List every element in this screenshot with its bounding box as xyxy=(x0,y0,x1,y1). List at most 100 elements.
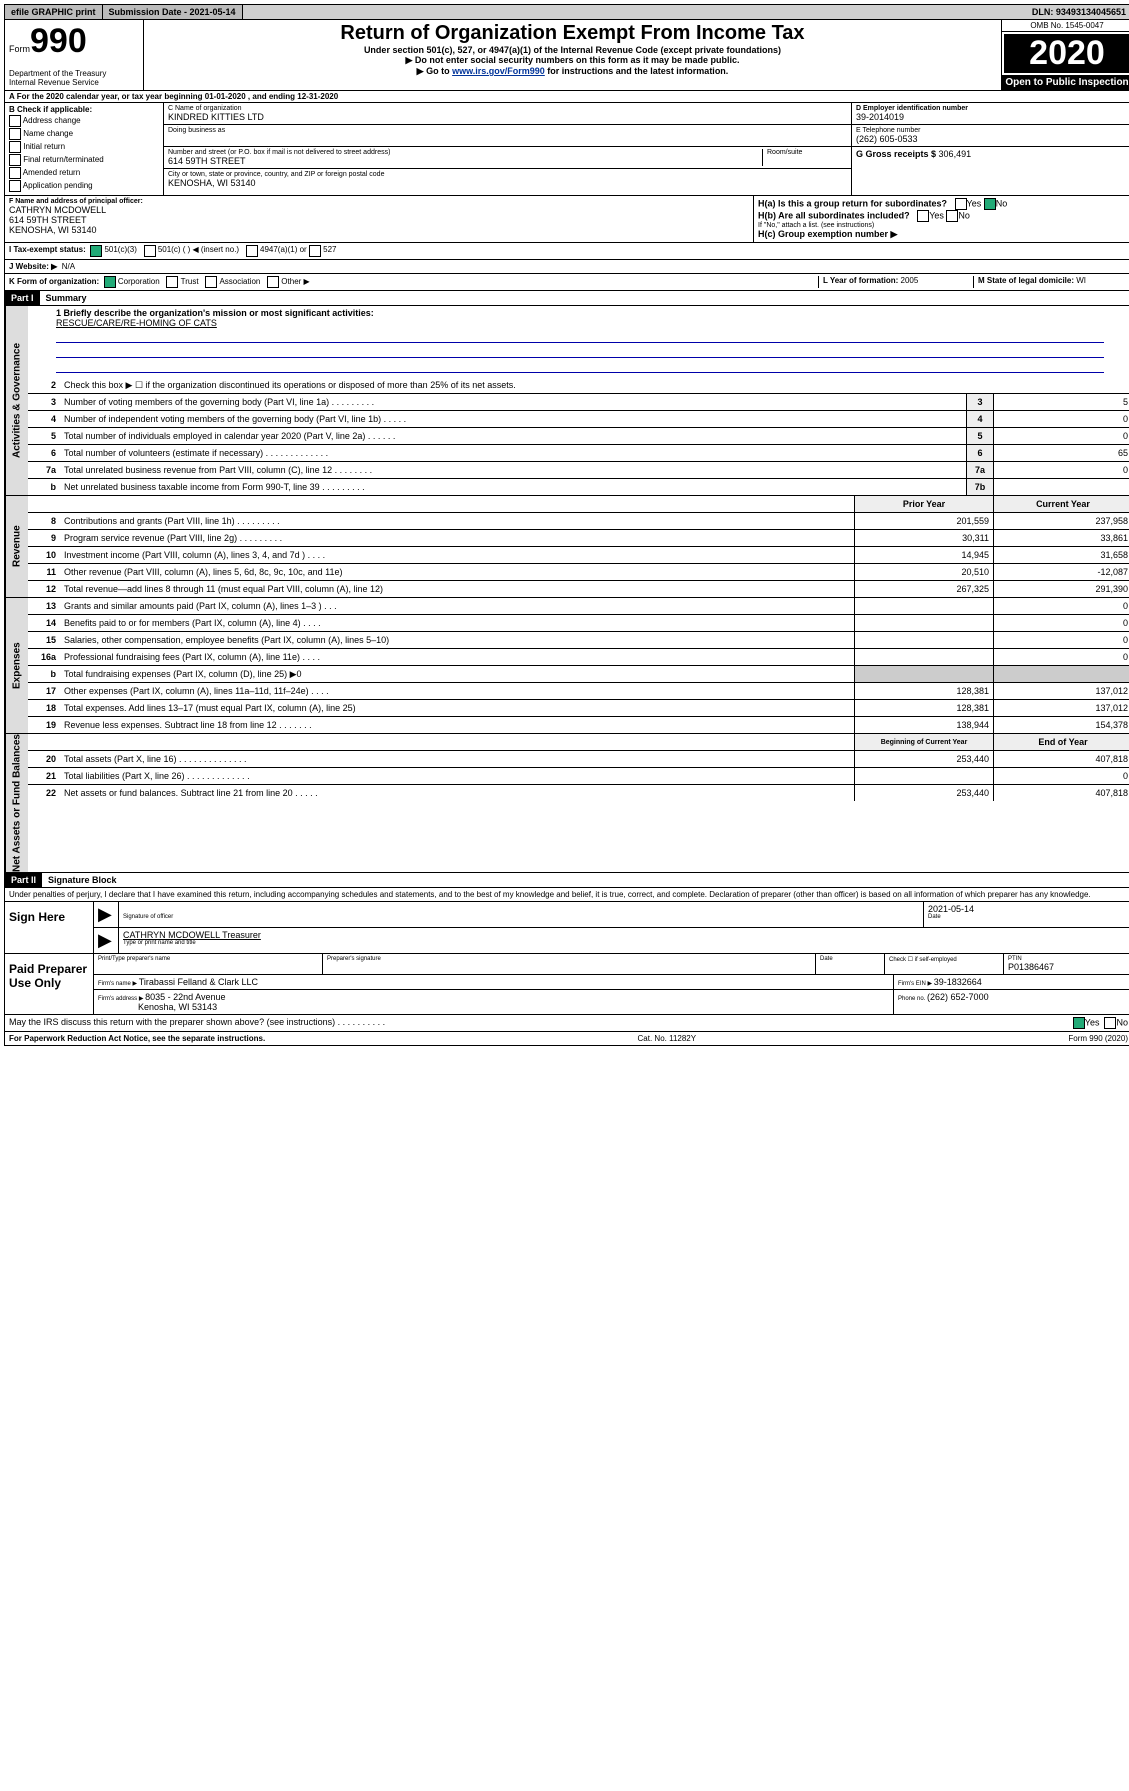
omb-number: OMB No. 1545-0047 xyxy=(1002,20,1129,32)
ein-value: 39-2014019 xyxy=(856,112,1128,122)
block-f-h: F Name and address of principal officer:… xyxy=(4,196,1129,243)
cb-application-pending[interactable]: Application pending xyxy=(9,180,159,192)
subtitle-1: Under section 501(c), 527, or 4947(a)(1)… xyxy=(148,45,997,55)
website-value: N/A xyxy=(62,262,75,271)
row-j-website: J Website: ▶ N/A xyxy=(4,260,1129,274)
part-1-header: Part I Summary xyxy=(4,291,1129,306)
firm-name: Tirabassi Felland & Clark LLC xyxy=(139,977,258,987)
cb-final-return[interactable]: Final return/terminated xyxy=(9,154,159,166)
part-2-header: Part II Signature Block xyxy=(4,873,1129,888)
form-org-label: K Form of organization: xyxy=(9,277,99,286)
col-b-checkboxes: B Check if applicable: Address change Na… xyxy=(5,103,164,195)
year-formation: 2005 xyxy=(901,276,919,285)
firm-addr2: Kenosha, WI 53143 xyxy=(138,1002,217,1012)
cb-corporation xyxy=(104,276,116,288)
line-20: 20Total assets (Part X, line 16) . . . .… xyxy=(28,751,1129,768)
paid-preparer-block: Paid Preparer Use Only Print/Type prepar… xyxy=(4,954,1129,1015)
ein-label: D Employer identification number xyxy=(856,105,1128,112)
open-to-public: Open to Public Inspection xyxy=(1002,75,1129,90)
title-block: Return of Organization Exempt From Incom… xyxy=(144,20,1001,90)
sig-arrow-icon-2: ▶ xyxy=(94,928,119,953)
part-2-title: Signature Block xyxy=(42,873,123,887)
beginning-year-header: Beginning of Current Year xyxy=(854,734,993,750)
prep-sig-label: Preparer's signature xyxy=(323,954,816,974)
line-9: 9Program service revenue (Part VIII, lin… xyxy=(28,530,1129,547)
line-12: 12Total revenue—add lines 8 through 11 (… xyxy=(28,581,1129,597)
tax-status-label: I Tax-exempt status: xyxy=(9,245,86,257)
self-employed-check[interactable]: Check ☐ if self-employed xyxy=(885,954,1004,974)
line-6: 6Total number of volunteers (estimate if… xyxy=(28,445,1129,462)
tax-year: 2020 xyxy=(1002,32,1129,75)
submission-date: Submission Date - 2021-05-14 xyxy=(103,5,243,19)
line-19: 19Revenue less expenses. Subtract line 1… xyxy=(28,717,1129,733)
hb-attach: If "No," attach a list. (see instruction… xyxy=(758,222,1128,229)
irs-link[interactable]: www.irs.gov/Form990 xyxy=(452,66,545,76)
hb-label: H(b) Are all subordinates included? xyxy=(758,210,910,220)
part-2-badge: Part II xyxy=(5,873,42,887)
line-2: Check this box ▶ ☐ if the organization d… xyxy=(60,380,1129,391)
line-21: 21Total liabilities (Part X, line 26) . … xyxy=(28,768,1129,785)
form-990: 990 xyxy=(30,22,87,60)
line-17: 17Other expenses (Part IX, column (A), l… xyxy=(28,683,1129,700)
dept-treasury: Department of the Treasury xyxy=(9,69,139,78)
org-name-label: C Name of organization xyxy=(168,105,847,112)
line-11: 11Other revenue (Part VIII, column (A), … xyxy=(28,564,1129,581)
cb-initial-return[interactable]: Initial return xyxy=(9,141,159,153)
prep-name-label: Print/Type preparer's name xyxy=(94,954,323,974)
col-c-org-info: C Name of organization KINDRED KITTIES L… xyxy=(164,103,852,195)
line-4: 4Number of independent voting members of… xyxy=(28,411,1129,428)
line-13: 13Grants and similar amounts paid (Part … xyxy=(28,598,1129,615)
line-18: 18Total expenses. Add lines 13–17 (must … xyxy=(28,700,1129,717)
city-label: City or town, state or province, country… xyxy=(168,171,847,178)
line-1-label: 1 Briefly describe the organization's mi… xyxy=(56,308,1104,318)
form-title: Return of Organization Exempt From Incom… xyxy=(148,22,997,45)
line-5: 5Total number of individuals employed in… xyxy=(28,428,1129,445)
line-3: 3Number of voting members of the governi… xyxy=(28,394,1129,411)
section-revenue: Revenue Prior Year Current Year 8Contrib… xyxy=(4,496,1129,598)
cb-501c3 xyxy=(90,245,102,257)
form-ref: Form 990 (2020) xyxy=(1068,1034,1128,1043)
end-year-header: End of Year xyxy=(993,734,1129,750)
sign-here-label: Sign Here xyxy=(5,902,94,953)
tab-revenue: Revenue xyxy=(5,496,28,597)
state-domicile: WI xyxy=(1076,276,1086,285)
line-15: 15Salaries, other compensation, employee… xyxy=(28,632,1129,649)
officer-label: F Name and address of principal officer: xyxy=(9,198,749,205)
row-a-tax-year: A For the 2020 calendar year, or tax yea… xyxy=(4,91,1129,103)
line-10: 10Investment income (Part VIII, column (… xyxy=(28,547,1129,564)
row-i-tax-status: I Tax-exempt status: 501(c)(3) 501(c) ( … xyxy=(4,243,1129,260)
cb-amended-return[interactable]: Amended return xyxy=(9,167,159,179)
form-number-block: Form990 Department of the Treasury Inter… xyxy=(5,20,144,90)
officer-addr2: KENOSHA, WI 53140 xyxy=(9,225,749,235)
principal-officer: F Name and address of principal officer:… xyxy=(5,196,754,242)
sig-date-value: 2021-05-14 xyxy=(928,904,1128,914)
sig-officer-label: Signature of officer xyxy=(123,914,919,920)
subtitle-2: ▶ Do not enter social security numbers o… xyxy=(148,55,997,66)
year-box: OMB No. 1545-0047 2020 Open to Public In… xyxy=(1001,20,1129,90)
dln: DLN: 93493134045651 xyxy=(1026,5,1129,19)
phone-value: (262) 605-0533 xyxy=(856,134,1128,144)
cb-address-change[interactable]: Address change xyxy=(9,115,159,127)
gross-receipts-label: G Gross receipts $ xyxy=(856,149,939,159)
room-label: Room/suite xyxy=(767,149,847,156)
firm-phone: (262) 652-7000 xyxy=(927,992,989,1002)
type-name-label: Type or print name and title xyxy=(123,940,1128,946)
current-year-header: Current Year xyxy=(993,496,1129,512)
form-word: Form xyxy=(9,44,30,54)
city-state-zip: KENOSHA, WI 53140 xyxy=(168,178,847,188)
ha-label: H(a) Is this a group return for subordin… xyxy=(758,198,947,208)
line-14: 14Benefits paid to or for members (Part … xyxy=(28,615,1129,632)
line-7a: 7aTotal unrelated business revenue from … xyxy=(28,462,1129,479)
firm-ein: 39-1832664 xyxy=(934,977,982,987)
discuss-row: May the IRS discuss this return with the… xyxy=(4,1015,1129,1032)
section-governance: Activities & Governance 1 Briefly descri… xyxy=(4,306,1129,496)
cat-no: Cat. No. 11282Y xyxy=(638,1034,697,1043)
col-b-header: B Check if applicable: xyxy=(9,105,159,114)
phone-label: E Telephone number xyxy=(856,127,1128,134)
efile-print-button[interactable]: efile GRAPHIC print xyxy=(5,5,103,19)
block-b-c-d-e: B Check if applicable: Address change Na… xyxy=(4,103,1129,196)
officer-addr1: 614 59TH STREET xyxy=(9,215,749,225)
line-16a: 16aProfessional fundraising fees (Part I… xyxy=(28,649,1129,666)
cb-name-change[interactable]: Name change xyxy=(9,128,159,140)
col-d-e: D Employer identification number 39-2014… xyxy=(852,103,1129,195)
